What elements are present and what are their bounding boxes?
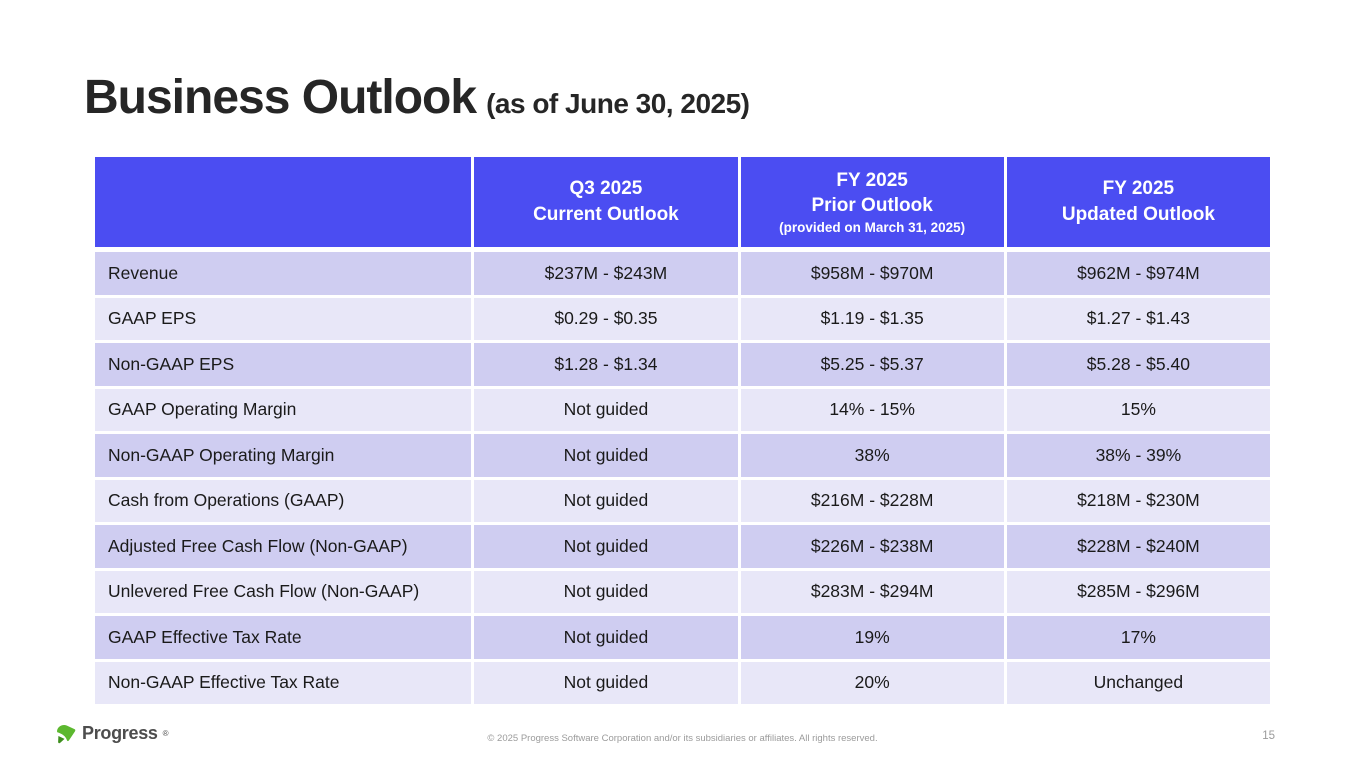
page-number: 15: [1262, 730, 1275, 742]
table-header-row: Q3 2025 Current Outlook FY 2025 Prior Ou…: [91, 154, 1274, 252]
prior-value: $216M - $228M: [737, 476, 1007, 525]
table-row-adjusted-free-cash-flow: Adjusted Free Cash Flow (Non-GAAP) Not g…: [91, 522, 1274, 571]
row-label: GAAP EPS: [91, 294, 475, 343]
header-fy-prior-outlook: FY 2025 Prior Outlook (provided on March…: [737, 154, 1007, 252]
prior-value: $5.25 - $5.37: [737, 340, 1007, 389]
header-prior-line2: Prior Outlook: [811, 195, 933, 217]
q3-value: $1.28 - $1.34: [471, 340, 741, 389]
table-row-gaap-operating-margin: GAAP Operating Margin Not guided 14% - 1…: [91, 385, 1274, 434]
updated-value: $218M - $230M: [1003, 476, 1274, 525]
header-updated-line1: FY 2025: [1102, 178, 1175, 200]
header-updated-line2: Updated Outlook: [1061, 204, 1215, 225]
table-row-unlevered-free-cash-flow: Unlevered Free Cash Flow (Non-GAAP) Not …: [91, 567, 1274, 616]
page-title: Business Outlook (as of June 30, 2025): [84, 70, 750, 125]
q3-value: Not guided: [471, 613, 741, 662]
row-label: Non-GAAP Effective Tax Rate: [91, 658, 475, 707]
prior-value: 20%: [737, 658, 1007, 707]
business-outlook-table: Q3 2025 Current Outlook FY 2025 Prior Ou…: [91, 154, 1274, 707]
registered-mark: ®: [162, 729, 169, 738]
table-row-non-gaap-operating-margin: Non-GAAP Operating Margin Not guided 38%…: [91, 431, 1274, 480]
table-row-cash-from-operations: Cash from Operations (GAAP) Not guided $…: [91, 476, 1274, 525]
header-fy-updated-outlook: FY 2025 Updated Outlook: [1003, 154, 1274, 252]
prior-value: $1.19 - $1.35: [737, 294, 1007, 343]
prior-value: $283M - $294M: [737, 567, 1007, 616]
progress-logo-icon: [54, 722, 77, 745]
table-row-gaap-eps: GAAP EPS $0.29 - $0.35 $1.19 - $1.35 $1.…: [91, 294, 1274, 343]
title-subtitle: (as of June 30, 2025): [486, 88, 750, 119]
progress-logo: Progress ®: [54, 722, 169, 745]
q3-value: Not guided: [471, 567, 741, 616]
updated-value: 17%: [1003, 613, 1274, 662]
updated-value: $285M - $296M: [1003, 567, 1274, 616]
header-prior-line1: FY 2025: [836, 169, 908, 191]
prior-value: 19%: [737, 613, 1007, 662]
updated-value: $5.28 - $5.40: [1003, 340, 1274, 389]
row-label: GAAP Operating Margin: [91, 385, 475, 434]
row-label: Adjusted Free Cash Flow (Non-GAAP): [91, 522, 475, 571]
updated-value: $228M - $240M: [1003, 522, 1274, 571]
header-prior-note: (provided on March 31, 2025): [779, 220, 966, 236]
row-label: Non-GAAP Operating Margin: [91, 431, 475, 480]
row-label: Non-GAAP EPS: [91, 340, 475, 389]
progress-logo-text: Progress: [82, 723, 158, 743]
table-row-gaap-effective-tax-rate: GAAP Effective Tax Rate Not guided 19% 1…: [91, 613, 1274, 662]
q3-value: $237M - $243M: [471, 248, 741, 298]
updated-value: 15%: [1003, 385, 1274, 434]
q3-value: Not guided: [471, 658, 741, 707]
table-row-non-gaap-effective-tax-rate: Non-GAAP Effective Tax Rate Not guided 2…: [91, 658, 1274, 707]
header-q3-current-outlook: Q3 2025 Current Outlook: [471, 154, 741, 252]
updated-value: $962M - $974M: [1003, 248, 1274, 298]
updated-value: 38% - 39%: [1003, 431, 1274, 480]
q3-value: Not guided: [471, 476, 741, 525]
q3-value: Not guided: [471, 385, 741, 434]
q3-value: $0.29 - $0.35: [471, 294, 741, 343]
header-metric-cell: [91, 154, 475, 252]
prior-value: 38%: [737, 431, 1007, 480]
prior-value: 14% - 15%: [737, 385, 1007, 434]
updated-value: $1.27 - $1.43: [1003, 294, 1274, 343]
prior-value: $958M - $970M: [737, 248, 1007, 298]
q3-value: Not guided: [471, 431, 741, 480]
header-q3-line2: Current Outlook: [533, 204, 679, 225]
row-label: Unlevered Free Cash Flow (Non-GAAP): [91, 567, 475, 616]
q3-value: Not guided: [471, 522, 741, 571]
row-label: Cash from Operations (GAAP): [91, 476, 475, 525]
prior-value: $226M - $238M: [737, 522, 1007, 571]
title-text: Business Outlook: [84, 71, 477, 124]
table-row-non-gaap-eps: Non-GAAP EPS $1.28 - $1.34 $5.25 - $5.37…: [91, 340, 1274, 389]
row-label: GAAP Effective Tax Rate: [91, 613, 475, 662]
header-q3-line1: Q3 2025: [569, 178, 643, 200]
updated-value: Unchanged: [1003, 658, 1274, 707]
table-row-revenue: Revenue $237M - $243M $958M - $970M $962…: [91, 248, 1274, 298]
row-label: Revenue: [91, 248, 475, 298]
copyright-text: © 2025 Progress Software Corporation and…: [487, 733, 878, 744]
